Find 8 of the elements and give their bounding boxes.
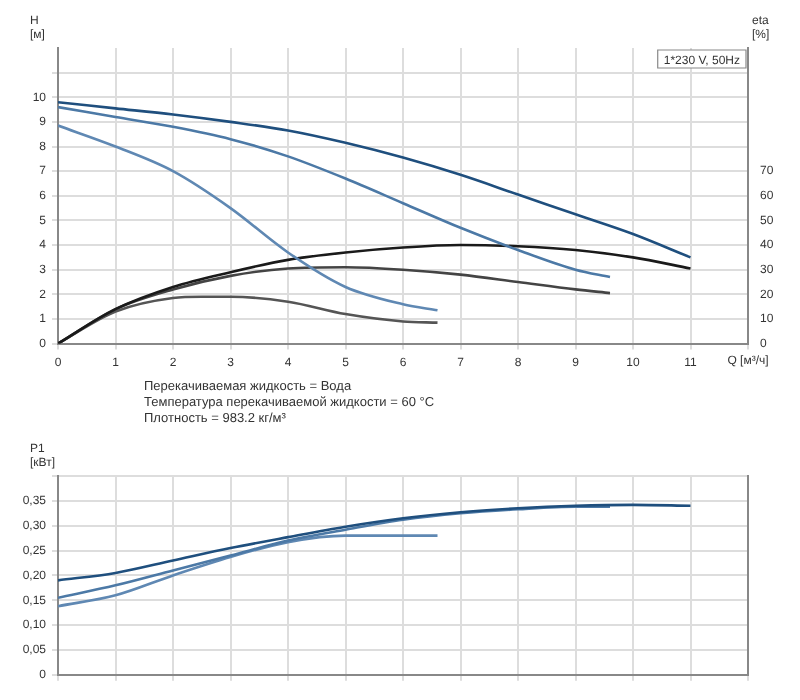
line-series — [58, 503, 692, 582]
line-series — [58, 105, 612, 279]
line-series — [58, 124, 439, 312]
line-series — [58, 295, 439, 344]
line-series — [58, 243, 692, 344]
line-series — [58, 534, 439, 608]
line-series — [58, 505, 612, 600]
line-series — [58, 100, 692, 259]
